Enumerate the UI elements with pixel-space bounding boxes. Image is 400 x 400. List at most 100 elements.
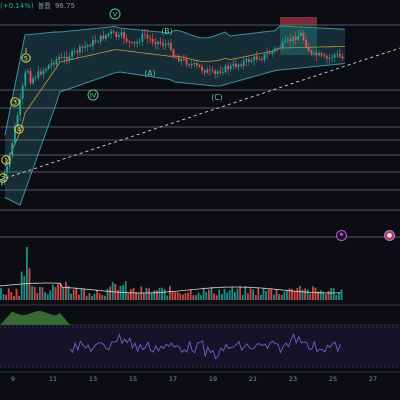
candle-body bbox=[66, 56, 68, 60]
volume-bar bbox=[288, 288, 291, 300]
wave-label-circle bbox=[21, 53, 31, 63]
candle-body bbox=[68, 56, 71, 60]
volume-bar bbox=[197, 292, 200, 300]
volume-bar bbox=[75, 287, 78, 300]
volume-bar bbox=[247, 293, 249, 300]
volume-bar bbox=[124, 281, 127, 300]
volume-bar bbox=[283, 291, 286, 300]
volume-bar bbox=[286, 290, 288, 300]
candle-body bbox=[141, 34, 144, 42]
candle-body bbox=[14, 126, 16, 143]
volume-bar bbox=[309, 293, 312, 300]
candle-body bbox=[261, 58, 263, 60]
candle-body bbox=[214, 70, 216, 74]
volume-bar bbox=[215, 295, 218, 300]
volume-bar bbox=[65, 281, 67, 300]
candle-body bbox=[177, 57, 180, 62]
volume-bar bbox=[189, 289, 192, 300]
volume-bar bbox=[202, 287, 205, 300]
volume-bar bbox=[195, 295, 197, 300]
volume-bar bbox=[0, 288, 2, 300]
x-tick-label: 25 bbox=[329, 375, 337, 383]
candle-body bbox=[276, 48, 279, 50]
volume-bar bbox=[156, 290, 158, 300]
candle-body bbox=[8, 154, 11, 167]
candle-body bbox=[198, 65, 201, 67]
candle-body bbox=[263, 54, 266, 60]
candle-body bbox=[266, 53, 268, 55]
candle-body bbox=[99, 35, 102, 42]
candle-body bbox=[107, 33, 110, 36]
volume-bar bbox=[262, 287, 265, 300]
candle-body bbox=[232, 63, 235, 66]
candle-body bbox=[125, 38, 128, 42]
x-tick-label: 21 bbox=[249, 375, 257, 383]
candle-body bbox=[209, 69, 211, 71]
candle-body bbox=[216, 71, 219, 74]
candle-body bbox=[206, 69, 209, 73]
rsi-line bbox=[69, 333, 341, 360]
candle-body bbox=[310, 50, 313, 54]
volume-bar bbox=[169, 286, 171, 300]
volume-bar bbox=[163, 289, 166, 300]
x-tick-label: 13 bbox=[89, 375, 97, 383]
volume-bar bbox=[130, 289, 132, 300]
candle-body bbox=[136, 42, 138, 44]
volume-bar bbox=[340, 289, 343, 300]
candle-body bbox=[190, 63, 193, 66]
volume-bar bbox=[249, 288, 252, 300]
candle-body bbox=[1, 181, 3, 185]
volume-bar bbox=[236, 288, 239, 300]
candle-body bbox=[302, 32, 305, 40]
candle-body bbox=[97, 41, 99, 43]
candle-body bbox=[271, 50, 274, 54]
bollinger-band-fill bbox=[5, 26, 345, 205]
volume-bar bbox=[83, 289, 85, 300]
wave-label-5: 5 bbox=[24, 54, 28, 62]
pin-icon[interactable]: ● bbox=[384, 230, 395, 241]
volume-bar bbox=[109, 286, 111, 300]
candle-body bbox=[29, 71, 32, 84]
candle-body bbox=[242, 61, 245, 66]
candle-body bbox=[157, 41, 159, 45]
candle-body bbox=[118, 35, 120, 37]
volume-bar bbox=[143, 292, 145, 300]
candle-body bbox=[297, 35, 300, 41]
volume-bar bbox=[15, 288, 18, 300]
volume-bar bbox=[101, 295, 104, 300]
candle-body bbox=[287, 39, 289, 41]
volume-bar bbox=[57, 284, 59, 300]
dashed-trendline[interactable] bbox=[0, 47, 400, 181]
volume-bar bbox=[26, 247, 28, 300]
bollinger-lower-line bbox=[4, 63, 346, 206]
candle-body bbox=[71, 50, 73, 57]
header-info: (+0.14%) 볼륨 96.75 bbox=[0, 1, 77, 11]
candle-body bbox=[162, 43, 164, 46]
candle-body bbox=[219, 71, 222, 73]
candle-body bbox=[32, 78, 34, 84]
volume-bar bbox=[226, 292, 228, 300]
candle-body bbox=[170, 43, 172, 50]
candle-body bbox=[183, 59, 185, 60]
candle-body bbox=[240, 64, 242, 66]
wave-label-circle bbox=[0, 173, 8, 183]
candle-body bbox=[294, 36, 297, 41]
candle-body bbox=[76, 50, 79, 53]
x-tick-label: 17 bbox=[169, 375, 177, 383]
volume-bar bbox=[59, 282, 62, 300]
volume-bar bbox=[301, 289, 304, 300]
flag-icon[interactable]: ⚑ bbox=[336, 230, 347, 241]
volume-label: 볼륨 bbox=[37, 2, 51, 10]
candle-body bbox=[180, 59, 183, 62]
volume-bar bbox=[234, 292, 236, 300]
volume-bar bbox=[70, 293, 72, 300]
volume-bar bbox=[319, 290, 322, 300]
volume-bar bbox=[80, 288, 83, 300]
volume-bar bbox=[46, 294, 49, 300]
volume-bar bbox=[161, 287, 163, 300]
candle-body bbox=[315, 53, 318, 56]
volume-bar bbox=[72, 289, 75, 300]
horizontal-levels bbox=[0, 24, 400, 238]
candle-body bbox=[279, 47, 281, 49]
